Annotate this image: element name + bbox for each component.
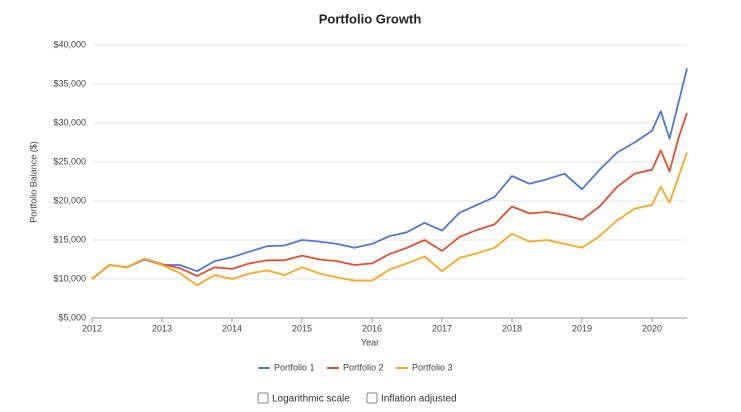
y-tick-label: $25,000 <box>53 156 86 166</box>
checkbox[interactable] <box>366 392 378 404</box>
y-tick-label: $5,000 <box>58 312 86 322</box>
checkbox-label[interactable]: Logarithmic scale <box>272 394 350 405</box>
x-tick-label: 2016 <box>362 323 382 333</box>
x-tick-label: 2015 <box>292 323 312 333</box>
y-tick-label: $35,000 <box>53 78 86 88</box>
x-tick-label: 2018 <box>502 323 522 333</box>
chart-title: Portfolio Growth <box>319 11 422 26</box>
checkbox-label[interactable]: Inflation adjusted <box>381 394 457 405</box>
y-tick-label: $15,000 <box>53 234 86 244</box>
x-axis-label: Year <box>361 337 379 347</box>
series-line <box>91 152 688 287</box>
x-tick-label: 2014 <box>222 323 242 333</box>
y-axis-label: Portfolio Balance ($) <box>28 141 38 223</box>
y-tick-label: $40,000 <box>53 39 86 49</box>
y-tick-label: $10,000 <box>53 273 86 283</box>
x-tick-label: 2013 <box>152 323 172 333</box>
series-line <box>91 68 688 280</box>
legend-label: Portfolio 1 <box>274 362 315 372</box>
y-tick-label: $30,000 <box>53 117 86 127</box>
x-tick-label: 2017 <box>432 323 452 333</box>
y-tick-label: $20,000 <box>53 195 86 205</box>
checkbox[interactable] <box>257 392 269 404</box>
legend-label: Portfolio 2 <box>343 362 384 372</box>
legend-label: Portfolio 3 <box>412 362 453 372</box>
x-tick-label: 2012 <box>82 323 102 333</box>
x-tick-label: 2019 <box>572 323 592 333</box>
x-tick-label: 2020 <box>642 323 662 333</box>
series-line <box>91 112 688 280</box>
